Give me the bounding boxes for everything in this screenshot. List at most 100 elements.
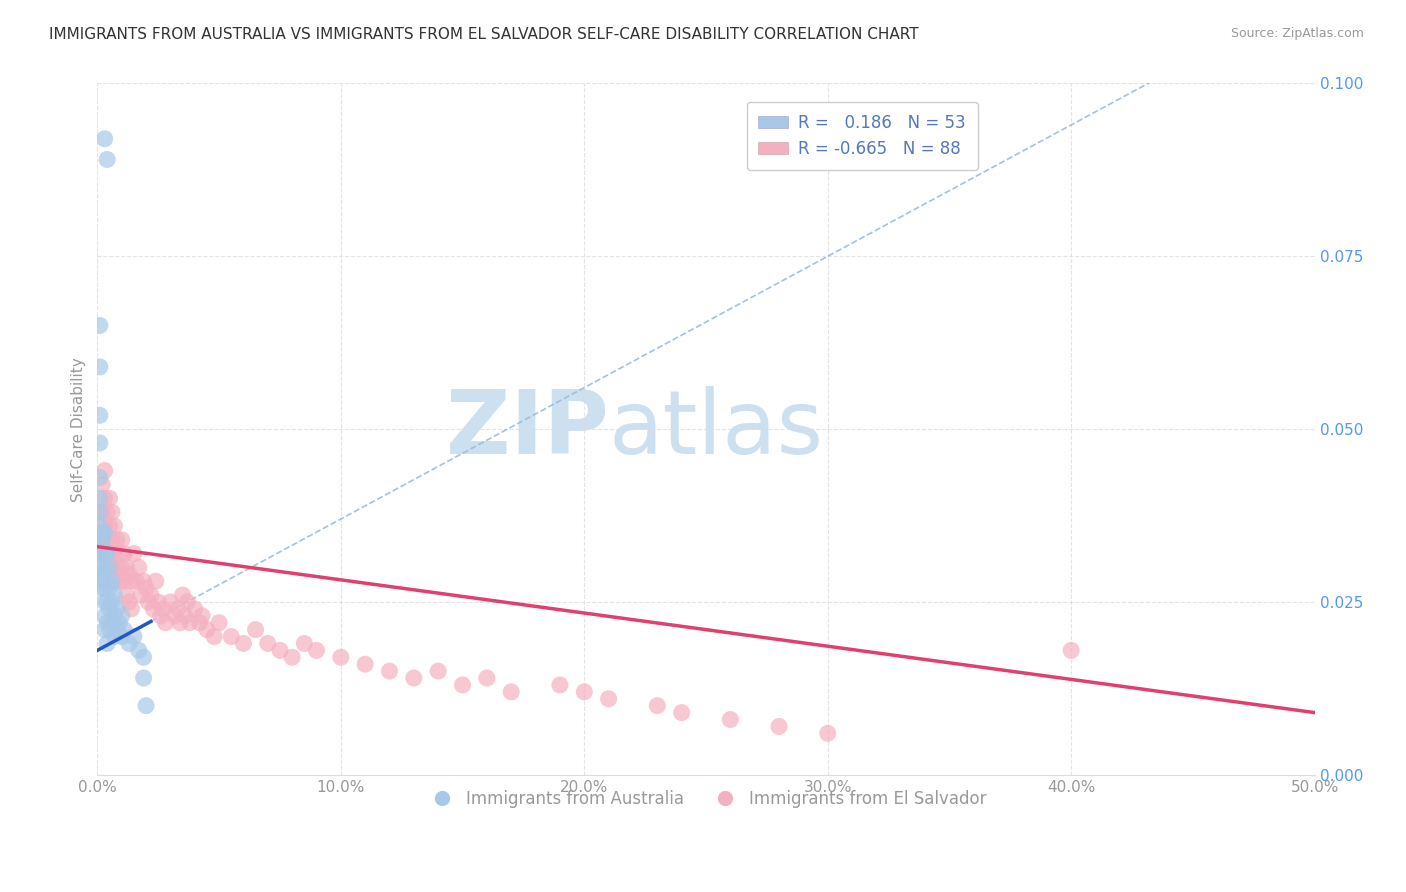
- Point: [1060, 643, 1083, 657]
- Point: [98, 547, 121, 561]
- Point: [96, 560, 118, 574]
- Point: [103, 608, 125, 623]
- Point: [91, 560, 114, 574]
- Point: [281, 650, 304, 665]
- Point: [91, 581, 114, 595]
- Point: [89, 409, 111, 423]
- Point: [101, 615, 124, 630]
- Point: [98, 623, 121, 637]
- Point: [108, 547, 131, 561]
- Point: [111, 608, 134, 623]
- Point: [103, 588, 125, 602]
- Point: [184, 602, 207, 616]
- Point: [96, 595, 118, 609]
- Point: [191, 608, 214, 623]
- Point: [103, 547, 125, 561]
- Point: [475, 671, 498, 685]
- Point: [202, 630, 225, 644]
- Point: [817, 726, 839, 740]
- Point: [132, 574, 155, 589]
- Point: [112, 547, 135, 561]
- Point: [91, 540, 114, 554]
- Legend: Immigrants from Australia, Immigrants from El Salvador: Immigrants from Australia, Immigrants fr…: [419, 783, 993, 815]
- Point: [574, 685, 596, 699]
- Point: [232, 636, 254, 650]
- Text: atlas: atlas: [609, 385, 824, 473]
- Point: [91, 533, 114, 547]
- Point: [120, 574, 142, 589]
- Point: [354, 657, 377, 672]
- Y-axis label: Self-Care Disability: Self-Care Disability: [72, 357, 86, 501]
- Point: [89, 505, 111, 519]
- Point: [501, 685, 523, 699]
- Point: [768, 719, 790, 733]
- Point: [169, 615, 191, 630]
- Point: [155, 615, 177, 630]
- Point: [115, 588, 138, 602]
- Point: [105, 560, 128, 574]
- Point: [402, 671, 425, 685]
- Point: [128, 560, 150, 574]
- Point: [129, 588, 152, 602]
- Point: [305, 643, 328, 657]
- Point: [91, 533, 114, 547]
- Point: [89, 359, 111, 374]
- Point: [101, 574, 124, 589]
- Point: [718, 713, 741, 727]
- Point: [125, 574, 148, 589]
- Point: [138, 595, 160, 609]
- Point: [188, 615, 211, 630]
- Point: [103, 630, 125, 644]
- Point: [89, 436, 111, 450]
- Point: [96, 533, 118, 547]
- Point: [93, 132, 115, 146]
- Point: [93, 491, 115, 506]
- Point: [292, 636, 315, 650]
- Point: [96, 636, 118, 650]
- Text: ZIP: ZIP: [446, 385, 609, 473]
- Point: [647, 698, 669, 713]
- Point: [101, 505, 124, 519]
- Point: [115, 560, 138, 574]
- Point: [132, 650, 155, 665]
- Point: [93, 464, 115, 478]
- Point: [111, 533, 134, 547]
- Point: [101, 560, 124, 574]
- Point: [172, 588, 194, 602]
- Point: [112, 623, 135, 637]
- Point: [98, 602, 121, 616]
- Point: [105, 533, 128, 547]
- Point: [165, 608, 187, 623]
- Point: [111, 630, 134, 644]
- Point: [174, 608, 197, 623]
- Point: [93, 547, 115, 561]
- Point: [105, 602, 128, 616]
- Point: [108, 615, 131, 630]
- Point: [135, 698, 157, 713]
- Point: [93, 595, 115, 609]
- Point: [128, 643, 150, 657]
- Point: [91, 574, 114, 589]
- Point: [91, 553, 114, 567]
- Point: [219, 630, 242, 644]
- Point: [245, 623, 267, 637]
- Point: [96, 574, 118, 589]
- Point: [378, 664, 401, 678]
- Point: [132, 671, 155, 685]
- Point: [329, 650, 352, 665]
- Point: [105, 623, 128, 637]
- Point: [671, 706, 693, 720]
- Point: [195, 623, 218, 637]
- Point: [89, 525, 111, 540]
- Point: [122, 547, 145, 561]
- Point: [89, 318, 111, 333]
- Point: [118, 636, 141, 650]
- Point: [93, 525, 115, 540]
- Point: [142, 602, 165, 616]
- Point: [139, 588, 162, 602]
- Point: [548, 678, 571, 692]
- Point: [149, 608, 172, 623]
- Text: Source: ZipAtlas.com: Source: ZipAtlas.com: [1230, 27, 1364, 40]
- Point: [103, 574, 125, 589]
- Point: [96, 547, 118, 561]
